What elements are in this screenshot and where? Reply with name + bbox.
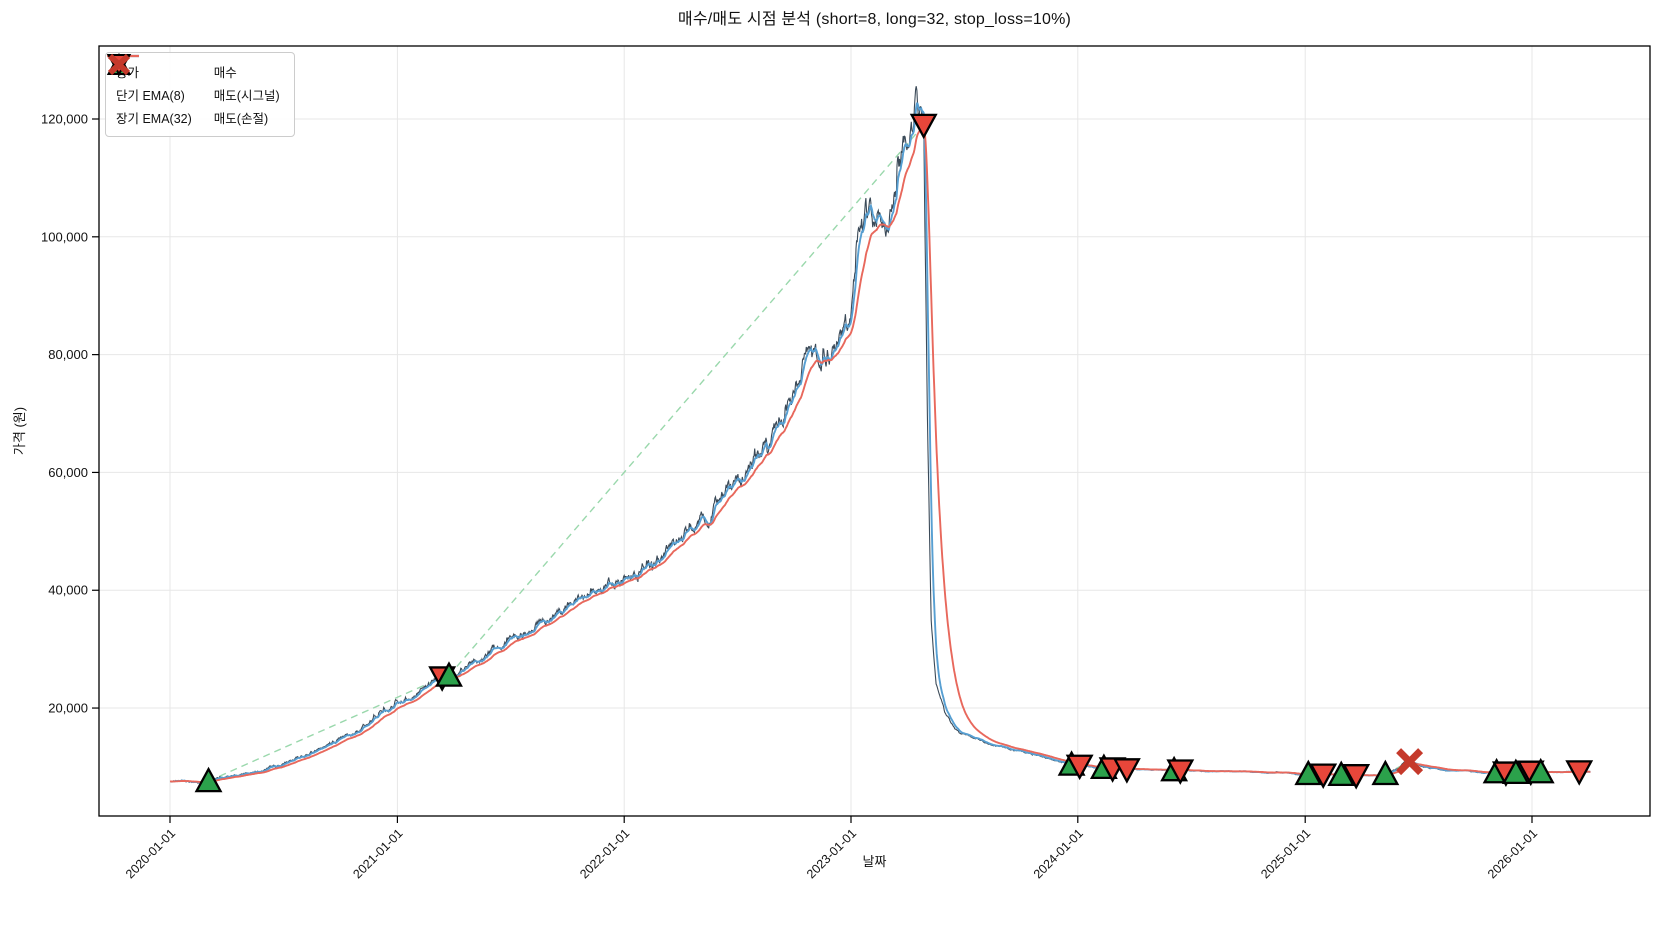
y-tick-label: 60,000: [48, 465, 88, 480]
buy-marker: [1501, 758, 1530, 784]
y-tick-label: 120,000: [41, 112, 88, 127]
gridlines: [99, 46, 1650, 816]
legend-item-ema-long: 장기 EMA(32): [107, 54, 192, 129]
buy-marker: [1526, 757, 1555, 784]
sell-signal-marker: [1565, 760, 1594, 786]
trade-connector: [448, 124, 925, 677]
y-tick-label: 100,000: [41, 229, 88, 244]
buy-marker: [194, 766, 223, 793]
series-lines: [169, 86, 1591, 785]
ema-long-line: [170, 122, 1591, 783]
stoploss-marker: [1396, 748, 1424, 776]
close-price-line: [169, 86, 1591, 785]
legend-item-ema-short: 단기 EMA(8): [107, 54, 192, 106]
legend-item-buy: 매수: [106, 53, 280, 83]
legend-label-sell-signal: 매도(시그널): [213, 89, 280, 103]
sell-signal-marker: [909, 113, 938, 140]
y-axis-label: 가격 (원): [12, 406, 27, 456]
sell-signal-marker: [1166, 759, 1195, 785]
buy-marker: [1371, 759, 1400, 786]
sell-signal-marker: [1342, 764, 1371, 790]
buy-marker: [1327, 760, 1356, 787]
y-tick-label: 20,000: [48, 701, 88, 716]
sell-signal-marker: [1065, 754, 1094, 781]
legend-label-ema-short: 단기 EMA(8): [116, 89, 185, 103]
legend-item-sell-signal: 매도(시그널): [106, 54, 280, 106]
legend-label-sell-stoploss: 매도(손절): [213, 112, 269, 126]
stoploss-x-icon: [107, 53, 131, 76]
chart-title: 매수/매도 시점 분석 (short=8, long=32, stop_loss…: [677, 11, 1072, 28]
axes-border: [98, 45, 1651, 817]
legend-label-buy: 매수: [213, 66, 237, 80]
legend: 종가 단기 EMA(8) 장기 EMA(32) 매수: [105, 52, 295, 137]
buy-marker: [1294, 759, 1323, 786]
signal-markers: [194, 113, 1594, 793]
legend-item-sell-stoploss: 매도(손절): [107, 53, 280, 129]
legend-label-ema-long: 장기 EMA(32): [116, 112, 192, 126]
sell-signal-marker: [1309, 763, 1338, 790]
y-tick-label: 80,000: [48, 347, 88, 362]
legend-marker-column: 매수 매도(시그널) 매도(손절): [106, 53, 280, 129]
y-tick-label: 40,000: [48, 583, 88, 598]
x-axis-label: 날짜: [862, 854, 887, 869]
buy-marker: [435, 661, 463, 687]
ema-short-line: [170, 102, 1591, 784]
trade-connector: [208, 676, 443, 782]
sell-signal-marker: [1112, 758, 1141, 784]
